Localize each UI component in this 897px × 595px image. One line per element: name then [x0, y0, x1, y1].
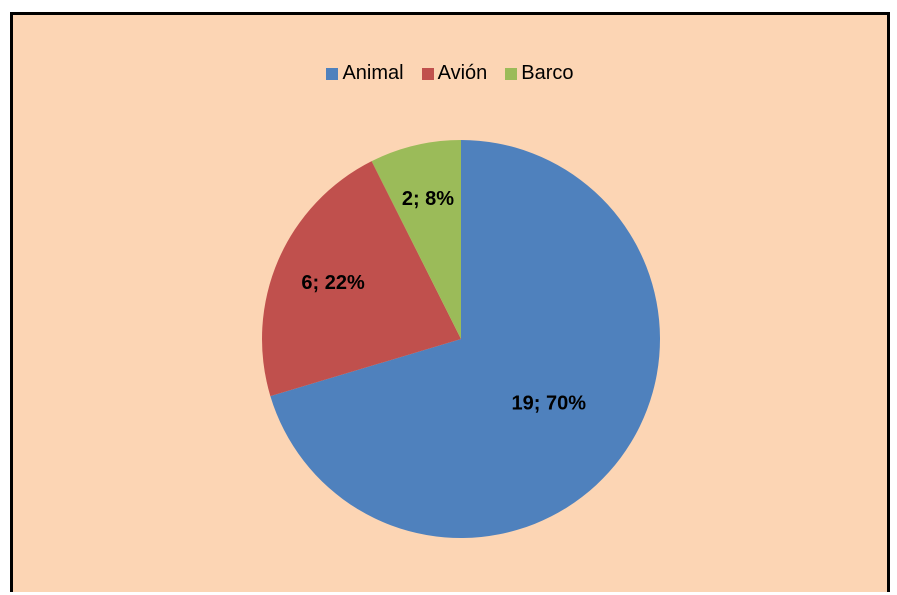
pie-slice-avion — [262, 161, 461, 397]
legend-label-avion: Avión — [437, 62, 488, 84]
data-label-barco: 2; 8% — [402, 188, 454, 210]
legend-item-animal: Animal — [326, 62, 404, 85]
data-label-animal: 19; 70% — [512, 393, 587, 415]
pie-slice-animal — [270, 140, 660, 538]
legend-item-barco: Barco — [505, 62, 574, 85]
data-label-avion: 6; 22% — [301, 272, 365, 294]
legend-swatch-avion — [421, 67, 434, 80]
legend-item-avion: Avión — [421, 62, 488, 85]
legend-label-barco: Barco — [521, 62, 574, 84]
pie-slice-barco — [371, 140, 461, 339]
legend-label-animal: Animal — [342, 62, 404, 84]
legend-swatch-barco — [505, 67, 518, 80]
chart-area: Animal Avión Barco 19; 70% 6; 22% 2; 8% — [10, 12, 890, 592]
pie-chart: 19; 70% 6; 22% 2; 8% — [262, 140, 660, 538]
legend-swatch-animal — [326, 67, 339, 80]
legend: Animal Avión Barco — [13, 62, 887, 85]
